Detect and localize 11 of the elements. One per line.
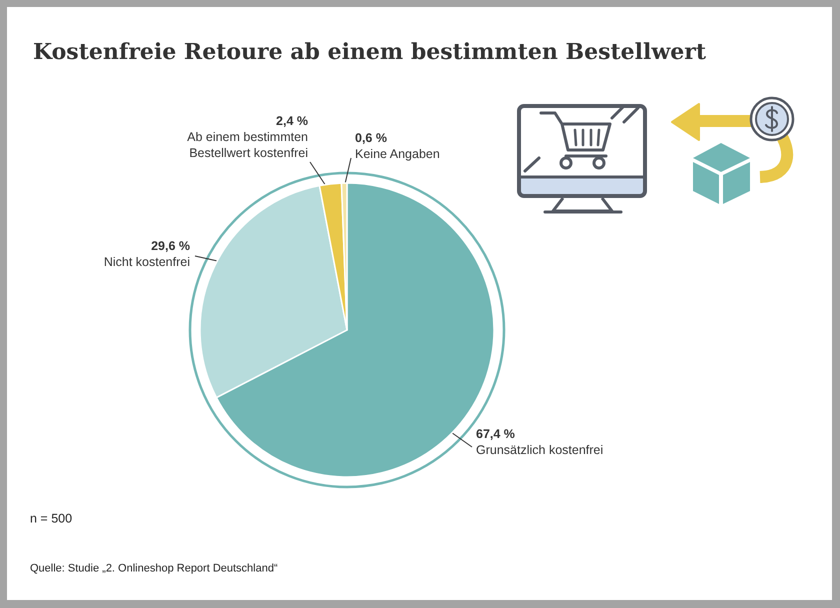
slice-label: Keine Angaben (355, 147, 440, 161)
source-note: Quelle: Studie „2. Onlineshop Report Deutschland“ (30, 562, 278, 574)
data-label: 29,6 % (151, 239, 190, 253)
slice-label: Ab einem bestimmten Bestellwert kostenfrei (187, 130, 308, 160)
slice-label: Grunsätzlich kostenfrei (476, 443, 604, 457)
slice-label: Nicht kostenfrei (104, 255, 190, 269)
data-label: 0,6 % (355, 131, 387, 145)
data-label: 67,4 % (476, 427, 515, 441)
chart-title: Kostenfreie Retoure ab einem bestimmten Bestellwert (33, 39, 707, 65)
text: n = 500 (30, 512, 72, 526)
data-label: 2,4 % (276, 114, 308, 128)
